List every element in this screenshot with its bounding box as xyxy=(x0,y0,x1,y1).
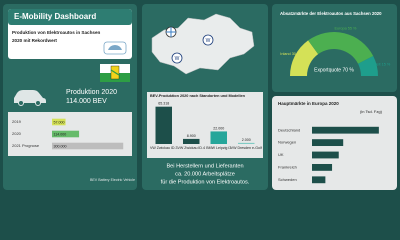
category-label: UK xyxy=(278,152,284,157)
category-label: VW Zwickau ID.4 xyxy=(177,146,205,150)
category-label: Norwegen xyxy=(278,140,296,145)
gauge-segment xyxy=(358,56,378,76)
svg-text:W: W xyxy=(206,38,211,44)
gauge-label: Inland 30 % xyxy=(280,52,301,56)
car-icon xyxy=(14,90,46,106)
bar xyxy=(210,131,227,144)
car-icon-small xyxy=(103,41,127,55)
chart-title: Hauptmärkte in Europa 2020 xyxy=(278,101,339,106)
jobs-text: Bei Herstellern und Lieferanten xyxy=(166,163,243,169)
category-label: BMW Leipzig i3 xyxy=(206,146,231,150)
bar xyxy=(312,151,339,159)
chart-title: Absatzmärkte der Elektroautos aus Sachse… xyxy=(280,11,382,16)
gauge-label: Europa 55 % xyxy=(334,26,357,30)
category-label: 2019 xyxy=(12,119,22,124)
bar xyxy=(238,142,255,144)
bar xyxy=(52,118,66,126)
category-label: VW Zwickau ID.3 xyxy=(150,146,178,150)
category-label: 2021 Prognose xyxy=(12,143,40,148)
chart-unit: (in Tsd. Fzg) xyxy=(360,109,383,114)
header-title: E-Mobility Dashboard xyxy=(14,12,96,21)
category-label: Frankreich xyxy=(278,164,297,169)
bar xyxy=(52,142,124,150)
gauge-segment xyxy=(290,40,319,76)
value-label: 300.000 xyxy=(54,144,67,148)
bar xyxy=(312,163,333,171)
value-label: 22.000 xyxy=(213,126,224,130)
bar xyxy=(312,126,379,134)
value-label: 8.900 xyxy=(187,134,196,138)
chart-title: BEV-Produktion 2020 nach Standorten und … xyxy=(150,94,246,98)
gauge-annotation: Exportquote 70 % xyxy=(314,67,354,73)
bar xyxy=(312,176,326,184)
header-bar xyxy=(8,9,132,25)
header-subtitle: Produktion von Elektroautos in Sachsen xyxy=(12,30,101,35)
category-label: 2020 xyxy=(12,131,22,136)
bar xyxy=(52,130,80,138)
category-label: Schweden xyxy=(278,177,297,182)
saxony-map: W W xyxy=(151,13,255,75)
production-value: 114.000 BEV xyxy=(66,98,107,105)
footnote: BEV Battery Electric Vehicle xyxy=(90,178,135,182)
production-label: Produktion 2020 xyxy=(66,89,117,96)
page: { "header": {"title": "E-Mobility Dashbo… xyxy=(3,4,397,190)
jobs-text: ca. 20.000 Arbeitsplätze xyxy=(175,171,235,177)
value-label: 114.000 xyxy=(54,132,67,136)
value-label: 57.000 xyxy=(54,120,65,124)
jobs-text: für die Produktion von Elektroautos. xyxy=(161,179,250,185)
saxony-flag xyxy=(100,64,130,82)
gauge-label: Welt 15 % xyxy=(373,63,391,67)
bar xyxy=(183,138,200,144)
gauge-segment xyxy=(308,32,374,64)
dashboard: E-Mobility Dashboard Produktion von Elek… xyxy=(3,4,397,190)
bar xyxy=(155,106,172,144)
bar xyxy=(312,139,344,147)
value-label: 2.000 xyxy=(242,138,251,142)
category-label: VW Dresden e-Golf xyxy=(231,146,262,150)
svg-text:W: W xyxy=(175,56,180,62)
header-subtitle: 2020 mit Rekordwert xyxy=(12,38,57,43)
value-label: 65.318 xyxy=(158,102,169,106)
category-label: Deutschland xyxy=(278,127,300,132)
